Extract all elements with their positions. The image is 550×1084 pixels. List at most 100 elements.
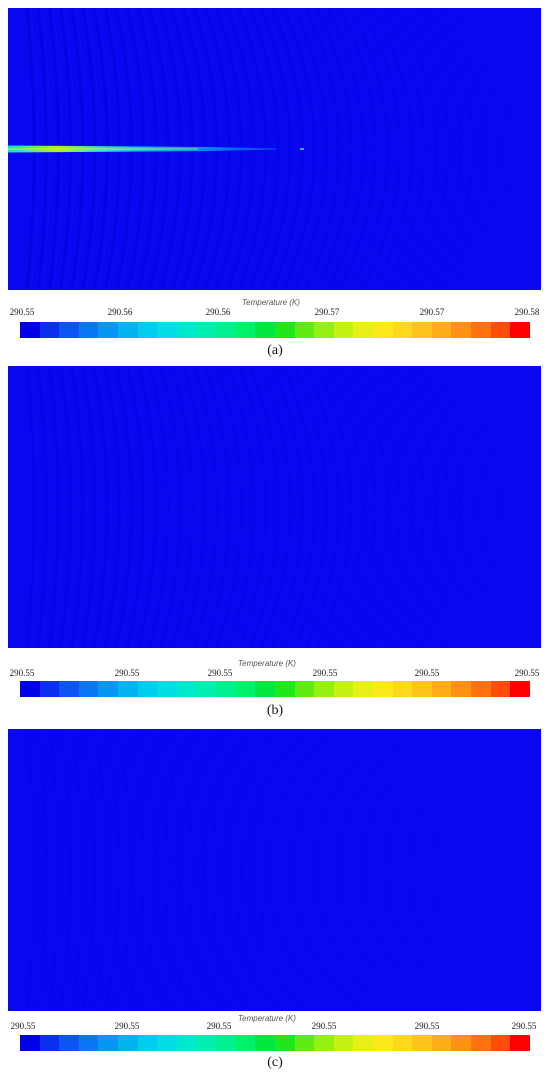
colorbar-segment (157, 681, 177, 697)
caption-c: (c) (267, 1055, 283, 1070)
wave-front (290, 729, 327, 1011)
wave-front-highlight (331, 366, 368, 648)
colorbar-segment (353, 1035, 373, 1051)
colorbar-segment (137, 322, 158, 338)
colorbar-segment (372, 681, 393, 697)
wave-front (404, 8, 450, 290)
colorbar-segment (118, 322, 138, 338)
wave-front-highlight (409, 8, 454, 290)
colorbar-tick-a-0: 290.55 (9, 307, 35, 317)
colorbar-segment (353, 322, 373, 338)
wave-front (25, 366, 36, 648)
wave-front-highlight (118, 729, 136, 1011)
wave-front (70, 366, 84, 648)
wave-front (293, 366, 328, 648)
colorbar-segment (314, 322, 334, 338)
colorbar-tick-a-2: 290.56 (205, 307, 231, 317)
wave-front-highlight (364, 8, 405, 290)
colorbar-segment (59, 1035, 79, 1051)
colorbar-title-c: Temperature (K) (238, 1014, 296, 1023)
colorbar-tick-c-4: 290.55 (414, 1021, 440, 1031)
wave-front-highlight (353, 8, 393, 290)
colorbar-tick-c-1: 290.55 (114, 1021, 140, 1031)
colorbar-segment (196, 681, 217, 697)
wave-front (137, 366, 158, 648)
wave-front-highlight (107, 729, 123, 1011)
colorbar-segment (392, 681, 413, 697)
colorbar-segment (59, 681, 79, 697)
wave-front (349, 8, 389, 290)
wave-front (304, 366, 340, 648)
wave-front-highlight (164, 366, 186, 648)
colorbar-segment (392, 322, 413, 338)
colorbar-segment (510, 681, 530, 697)
wave-front-highlight (264, 366, 295, 648)
colorbar-segment (255, 1035, 275, 1051)
contour-plot-a (8, 8, 462, 290)
colorbar-tick-c-0: 290.55 (10, 1021, 36, 1031)
colorbar-segment (412, 322, 432, 338)
wave-front (393, 8, 438, 290)
colorbar-segment (510, 1035, 530, 1051)
wave-front (37, 729, 48, 1011)
colorbar-segment (490, 322, 511, 338)
colorbar-segment (39, 1035, 60, 1051)
wave-front (282, 366, 316, 648)
colorbar-segment (294, 1035, 315, 1051)
colorbar-segment (372, 322, 393, 338)
wave-front (371, 366, 414, 648)
wave-front-highlight (297, 366, 332, 648)
wave-front-highlight (297, 8, 332, 290)
colorbar-segment (274, 322, 295, 338)
wave-front (259, 8, 292, 290)
colorbar-segment (118, 1035, 138, 1051)
colorbar-segment (490, 681, 511, 697)
colorbar-segment (431, 681, 452, 697)
wave-front-highlight (197, 366, 222, 648)
wave-front (115, 366, 133, 648)
wave-front-highlight (320, 366, 356, 648)
wave-front (48, 729, 60, 1011)
colorbar-title-b: Temperature (K) (238, 659, 296, 668)
wave-front (271, 366, 304, 648)
wave-front (59, 366, 72, 648)
colorbar-segment (471, 681, 491, 697)
colorbar-b (20, 681, 530, 697)
wave-front-highlight (275, 366, 308, 648)
colorbar-segment (274, 1035, 295, 1051)
wave-front (326, 8, 365, 290)
colorbar-tick-c-3: 290.55 (311, 1021, 337, 1031)
wave-front-highlight (375, 8, 417, 290)
colorbar-segment (176, 681, 197, 697)
colorbar-tick-c-2: 290.55 (206, 1021, 232, 1031)
temperature-contour-c (8, 729, 541, 1011)
wave-front (126, 366, 145, 648)
temperature-contour-b (8, 366, 541, 648)
colorbar-segment (314, 681, 334, 697)
wave-front-highlight (320, 8, 356, 290)
colorbar-segment (20, 322, 40, 338)
temperature-contour-a (8, 8, 541, 290)
wave-front (235, 729, 266, 1011)
caption-a: (a) (267, 343, 283, 358)
wave-front (204, 366, 231, 648)
colorbar-segment (235, 1035, 256, 1051)
wave-front-highlight (398, 8, 442, 290)
wave-front (315, 8, 353, 290)
wave-front (293, 8, 328, 290)
caption-b: (b) (266, 703, 284, 718)
wave-front-highlight (97, 366, 112, 648)
colorbar-tick-b-0: 290.55 (9, 668, 35, 678)
wave-front (48, 366, 60, 648)
colorbar-segment (431, 1035, 452, 1051)
colorbar-segment (137, 1035, 158, 1051)
wave-front-highlight (286, 8, 320, 290)
colorbar-segment (98, 322, 119, 338)
colorbar-segment (510, 322, 530, 338)
wave-front (259, 366, 292, 648)
wave-front-highlight (74, 729, 87, 1011)
colorbar-segment (98, 1035, 119, 1051)
wave-front-highlight (308, 366, 344, 648)
wave-front-highlight (364, 366, 405, 648)
wave-front (237, 366, 267, 648)
